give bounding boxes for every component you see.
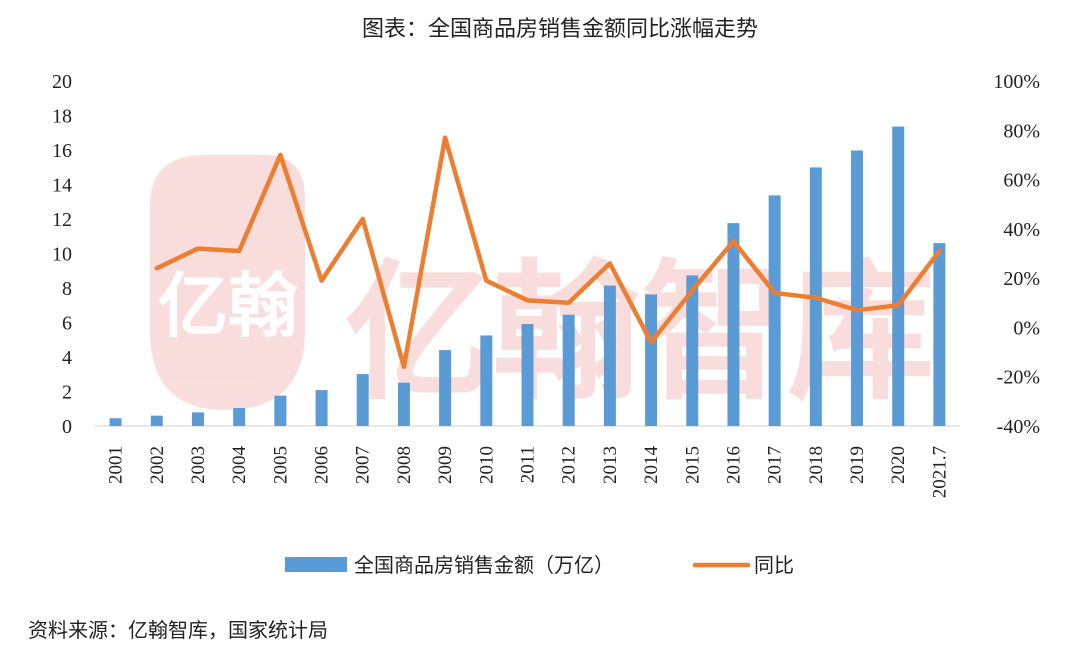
legend-label-line: 同比 — [754, 553, 794, 577]
right-tick-label: 20% — [1003, 268, 1040, 290]
bar-2005 — [274, 395, 287, 426]
x-tick-label: 2006 — [312, 446, 333, 484]
left-tick-label: 2 — [62, 382, 72, 404]
left-tick-label: 6 — [62, 313, 72, 335]
x-tick-label: 2021.7 — [929, 446, 950, 498]
bar-2020 — [892, 126, 905, 426]
x-tick-label: 2020 — [888, 446, 909, 484]
x-tick-label: 2010 — [476, 446, 497, 484]
bar-2007 — [356, 374, 369, 426]
bar-2014 — [645, 294, 658, 426]
x-tick-label: 2007 — [353, 446, 374, 484]
left-tick-label: 4 — [62, 347, 72, 369]
legend: 全国商品房销售金额（万亿） 同比 — [285, 553, 794, 577]
x-tick-label: 2017 — [765, 446, 786, 484]
bar-2017 — [768, 195, 781, 426]
bar-2012 — [562, 314, 575, 426]
left-tick-label: 0 — [62, 416, 72, 438]
x-tick-label: 2013 — [600, 446, 621, 484]
left-tick-label: 10 — [52, 244, 72, 266]
x-tick-label: 2003 — [188, 446, 209, 484]
bar-2011 — [521, 324, 534, 426]
bar-2021.7 — [933, 243, 946, 426]
watermark-logo-shape — [150, 155, 305, 410]
bar-2004 — [233, 408, 246, 426]
bar-2002 — [150, 415, 163, 426]
watermark-text: 亿翰智库 — [345, 247, 935, 421]
bar-2015 — [686, 275, 699, 426]
left-tick-label: 16 — [52, 140, 72, 162]
bar-2006 — [315, 390, 328, 426]
bar-2003 — [191, 412, 204, 426]
yoy-line — [154, 135, 942, 370]
right-tick-label: -20% — [997, 367, 1040, 389]
left-tick-label: 12 — [52, 209, 72, 231]
bar-2008 — [397, 382, 410, 426]
line-series — [154, 135, 942, 370]
chart-title: 图表：全国商品房销售金额同比涨幅走势 — [362, 17, 758, 42]
right-tick-label: 100% — [993, 71, 1040, 93]
bar-series — [109, 126, 946, 427]
x-tick-label: 2009 — [435, 446, 456, 484]
right-tick-label: 0% — [1013, 317, 1040, 339]
bar-2013 — [603, 285, 616, 426]
left-axis: 0 2 4 6 8 10 12 14 16 18 20 — [52, 71, 72, 438]
x-tick-label: 2012 — [559, 446, 580, 484]
x-tick-label: 2019 — [847, 446, 868, 484]
x-tick-label: 2001 — [106, 446, 127, 484]
watermark-logo-text: 亿翰 — [158, 265, 298, 347]
left-tick-label: 20 — [52, 71, 72, 93]
bar-2016 — [727, 223, 740, 426]
right-axis: -40% -20% 0% 20% 40% 60% 80% 100% — [993, 71, 1040, 438]
bar-2010 — [480, 335, 493, 426]
bar-2009 — [439, 350, 452, 426]
legend-swatch-bar — [285, 557, 347, 572]
left-tick-label: 8 — [62, 278, 72, 300]
x-tick-label: 2008 — [394, 446, 415, 484]
x-tick-label: 2015 — [682, 446, 703, 484]
left-tick-label: 18 — [52, 106, 72, 128]
legend-label-bar: 全国商品房销售金额（万亿） — [354, 553, 614, 577]
x-tick-label: 2016 — [723, 446, 744, 484]
right-tick-label: 40% — [1003, 219, 1040, 241]
right-tick-label: -40% — [997, 416, 1040, 438]
bar-2019 — [851, 150, 864, 426]
x-tick-label: 2005 — [270, 446, 291, 484]
left-tick-label: 14 — [52, 175, 72, 197]
x-tick-label: 2004 — [229, 446, 250, 485]
x-tick-label: 2014 — [641, 446, 662, 485]
x-tick-label: 2018 — [806, 446, 827, 484]
source-note: 资料来源：亿翰智库，国家统计局 — [28, 618, 328, 642]
x-tick-label: 2002 — [147, 446, 168, 484]
x-axis: 2001 2002 2003 2004 2005 2006 2007 2008 2009 2010… — [106, 446, 951, 499]
right-tick-label: 60% — [1003, 170, 1040, 192]
x-tick-label: 2011 — [518, 446, 539, 483]
right-tick-label: 80% — [1003, 120, 1040, 142]
bar-2001 — [109, 418, 122, 426]
